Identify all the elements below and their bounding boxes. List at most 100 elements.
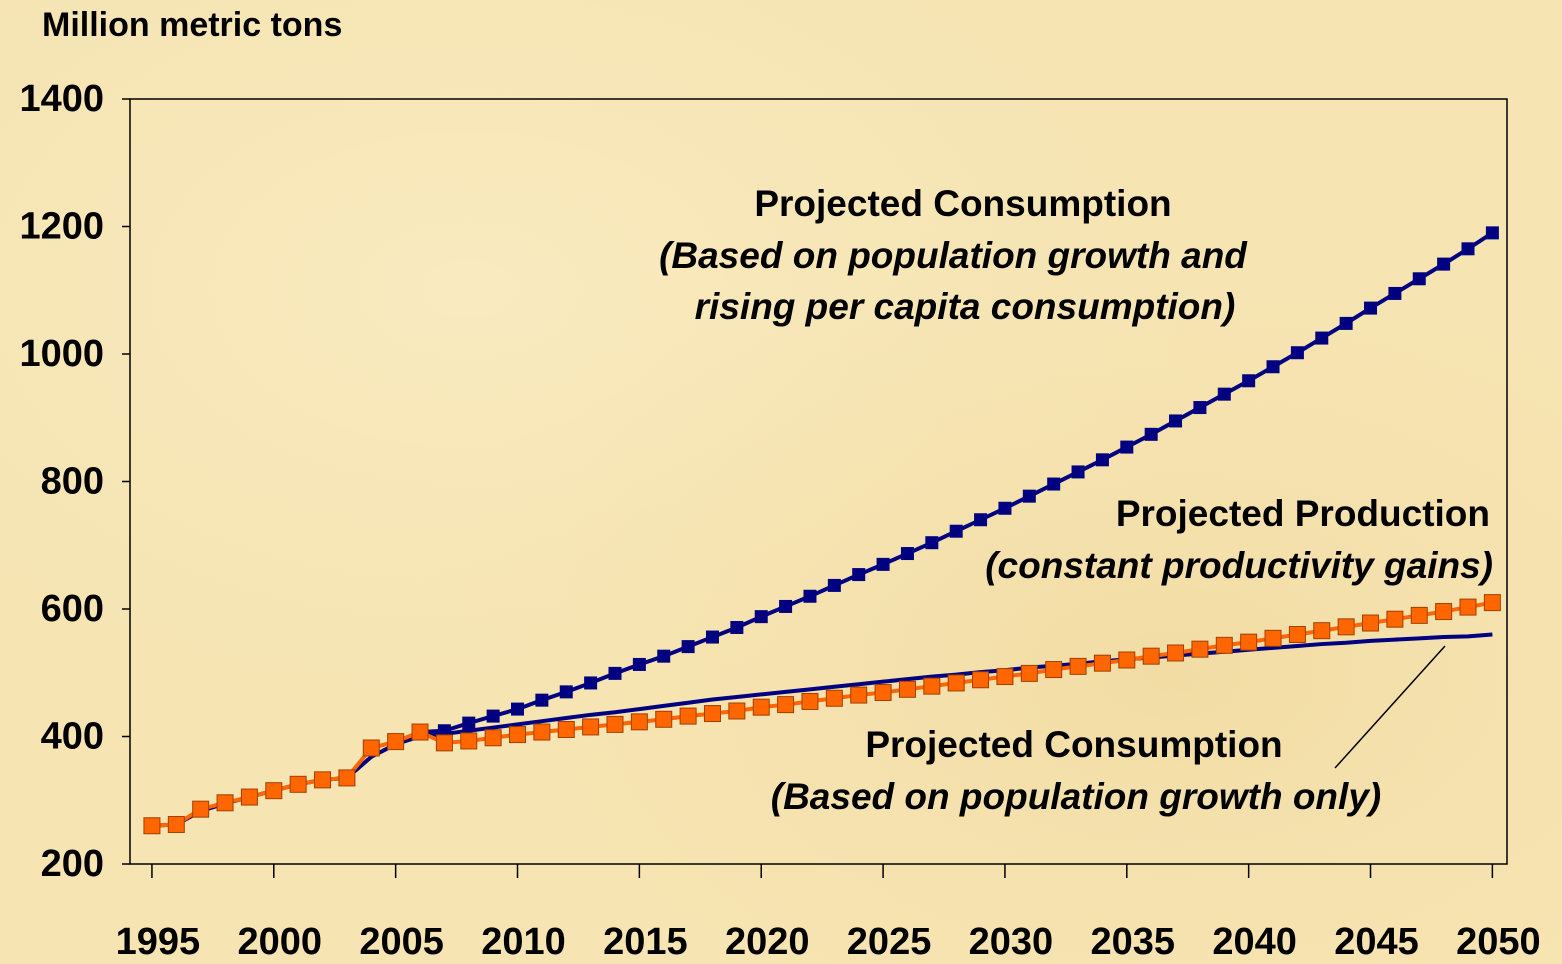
marker xyxy=(679,707,697,725)
marker xyxy=(998,501,1012,515)
y-tick-label: 1000 xyxy=(19,333,104,375)
marker xyxy=(705,630,719,644)
y-axis-label: Million metric tons xyxy=(42,6,342,44)
marker xyxy=(143,817,161,835)
marker xyxy=(289,775,307,793)
marker xyxy=(923,677,941,695)
marker xyxy=(874,684,892,702)
x-tick-label: 2000 xyxy=(238,921,323,963)
marker xyxy=(1386,610,1404,628)
x-tick-label: 2010 xyxy=(481,921,566,963)
x-tick-label: 2025 xyxy=(847,921,932,963)
marker xyxy=(632,657,646,671)
marker xyxy=(850,686,868,704)
marker xyxy=(1461,242,1475,256)
marker xyxy=(1362,614,1380,632)
marker xyxy=(582,718,600,736)
marker xyxy=(1290,346,1304,360)
marker xyxy=(1313,622,1331,640)
annotation: (constant productivity gains) xyxy=(985,545,1493,586)
y-tick-label: 400 xyxy=(41,716,104,758)
marker xyxy=(630,713,648,731)
marker xyxy=(509,726,527,744)
marker xyxy=(511,702,525,716)
marker xyxy=(1169,414,1183,428)
x-tick-label: 1995 xyxy=(116,921,201,963)
marker xyxy=(1485,226,1499,240)
marker xyxy=(1410,606,1428,624)
marker xyxy=(1483,594,1501,612)
marker xyxy=(338,769,356,787)
annotation: Projected Production xyxy=(1116,493,1490,534)
marker xyxy=(1437,257,1451,271)
marker xyxy=(681,640,695,654)
marker xyxy=(484,729,502,747)
marker xyxy=(900,547,914,561)
marker xyxy=(1045,661,1063,679)
marker xyxy=(876,557,890,571)
annotation: (Based on population growth and xyxy=(659,235,1248,276)
marker xyxy=(925,536,939,550)
marker xyxy=(486,709,500,723)
marker xyxy=(1435,603,1453,621)
marker xyxy=(852,568,866,582)
marker xyxy=(216,794,234,812)
x-tick-label: 2035 xyxy=(1091,921,1176,963)
marker xyxy=(535,693,549,707)
x-tick-label: 2050 xyxy=(1456,921,1541,963)
marker xyxy=(1264,629,1282,647)
marker xyxy=(974,513,988,527)
marker xyxy=(947,674,965,692)
marker xyxy=(949,524,963,538)
marker xyxy=(827,578,841,592)
marker xyxy=(1071,465,1085,479)
annotation: rising per capita consumption) xyxy=(695,286,1236,327)
marker xyxy=(1095,453,1109,467)
marker xyxy=(533,723,551,741)
y-tick-label: 800 xyxy=(41,461,104,503)
marker xyxy=(608,666,622,680)
marker xyxy=(657,649,671,663)
marker xyxy=(972,671,990,689)
marker xyxy=(462,716,476,730)
y-tick-label: 1200 xyxy=(19,206,104,248)
annotation: (Based on population growth only) xyxy=(771,776,1381,817)
y-tick-label: 200 xyxy=(41,843,104,885)
marker xyxy=(1315,331,1329,345)
marker xyxy=(730,620,744,634)
marker xyxy=(192,800,210,818)
marker xyxy=(1337,618,1355,636)
marker xyxy=(1069,657,1087,675)
marker xyxy=(655,710,673,728)
marker xyxy=(1020,664,1038,682)
marker xyxy=(1266,360,1280,374)
marker xyxy=(1193,401,1207,415)
y-tick-label: 600 xyxy=(41,588,104,630)
marker xyxy=(803,589,817,603)
marker xyxy=(411,723,429,741)
marker xyxy=(606,715,624,733)
marker xyxy=(1144,427,1158,441)
marker xyxy=(1388,286,1402,300)
marker xyxy=(1412,272,1426,286)
marker xyxy=(584,676,598,690)
x-tick-label: 2040 xyxy=(1212,921,1297,963)
annotation: Projected Consumption xyxy=(865,724,1282,765)
marker xyxy=(557,720,575,738)
marker xyxy=(777,696,795,714)
marker xyxy=(435,734,453,752)
marker xyxy=(1093,654,1111,672)
marker xyxy=(265,782,283,800)
x-tick-label: 2015 xyxy=(603,921,688,963)
marker xyxy=(1240,633,1258,651)
marker xyxy=(752,698,770,716)
marker xyxy=(240,788,258,806)
marker xyxy=(1339,316,1353,330)
marker xyxy=(1047,477,1061,491)
marker xyxy=(898,680,916,698)
x-tick-label: 2005 xyxy=(359,921,444,963)
marker xyxy=(754,610,768,624)
x-tick-label: 2020 xyxy=(725,921,810,963)
